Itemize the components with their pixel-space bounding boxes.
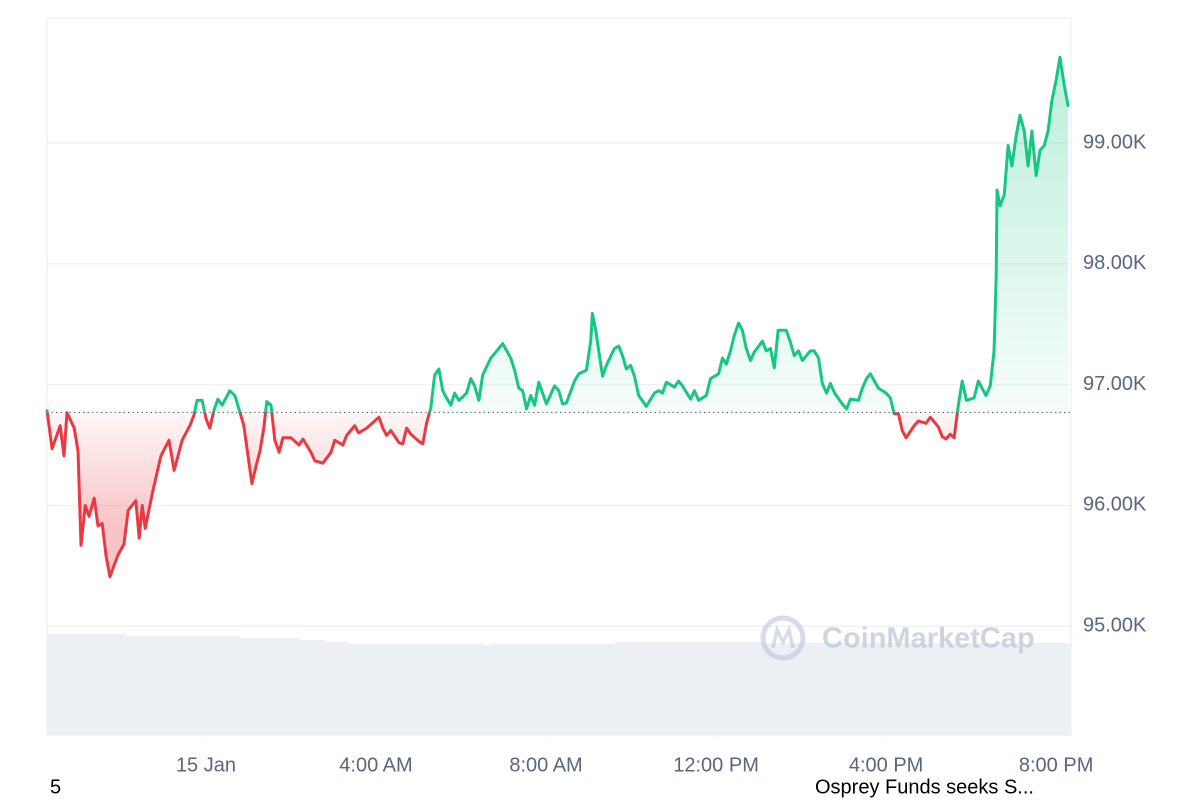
x-tick-label: 15 Jan (176, 754, 236, 776)
y-tick-label: 99.00K (1083, 131, 1147, 153)
footer-left: 5 (50, 776, 61, 798)
watermark: CoinMarketCap (822, 623, 1035, 655)
x-tick-label: 4:00 AM (339, 754, 412, 776)
x-tick-label: 4:00 PM (849, 754, 923, 776)
watermark-logo (760, 615, 806, 661)
x-tick-label: 12:00 PM (673, 754, 759, 776)
y-tick-label: 97.00K (1083, 373, 1147, 395)
price-line (45, 55, 1070, 579)
volume-band (47, 634, 1071, 735)
y-tick-label: 96.00K (1083, 494, 1147, 516)
x-tick-label: 8:00 AM (509, 754, 582, 776)
y-tick-label: 95.00K (1083, 615, 1147, 637)
footer-news: Osprey Funds seeks S... (815, 776, 1034, 798)
price-area (47, 57, 1069, 577)
y-tick-label: 98.00K (1083, 252, 1147, 274)
x-tick-label: 8:00 PM (1019, 754, 1093, 776)
